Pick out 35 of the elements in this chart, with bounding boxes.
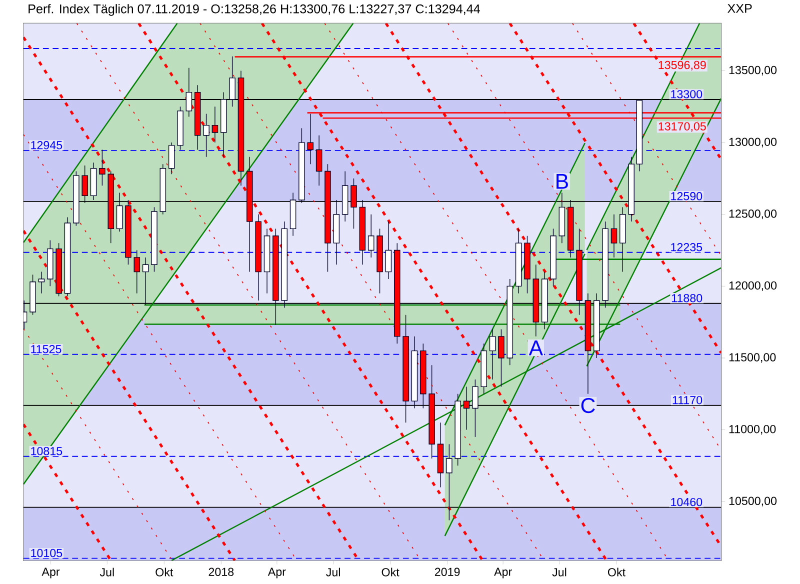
- ref-line-label: 10815: [31, 447, 62, 456]
- x-tick-label: Okt: [382, 568, 400, 576]
- ref-line-label: 12590: [671, 192, 702, 200]
- ref-line-label: 11525: [31, 345, 62, 354]
- y-tick-label: 13500,00: [729, 66, 777, 76]
- annotation: A: [528, 340, 543, 356]
- x-tick-label: Okt: [156, 568, 174, 576]
- x-tick-label: Okt: [608, 568, 626, 576]
- x-tick-label: 2018: [208, 568, 234, 576]
- x-tick-label: Jul: [552, 568, 566, 576]
- ref-line-label: 13300: [671, 90, 702, 98]
- y-tick-label: 11000,00: [729, 425, 776, 435]
- ref-line-label: 11170: [672, 396, 702, 404]
- y-tick-label: 11500,00: [729, 353, 776, 363]
- ref-line-label: 12235: [671, 243, 702, 252]
- y-tick-label: 10500,00: [729, 496, 777, 506]
- text: XXP: [728, 4, 752, 13]
- ref-line-label: 12945: [31, 141, 62, 150]
- x-tick-label: Apr: [268, 568, 286, 578]
- ref-line-label: 10105: [31, 549, 62, 558]
- series-label: 13170,05: [658, 122, 706, 132]
- x-tick-label: Apr: [42, 568, 60, 578]
- ref-line-label: 10460: [671, 498, 702, 506]
- x-tick-label: Jul: [100, 568, 114, 576]
- x-tick-label: Apr: [494, 568, 512, 578]
- ref-line-label: 11880: [672, 294, 702, 302]
- y-tick-label: 12500,00: [729, 210, 777, 220]
- annotation: B: [556, 174, 568, 189]
- y-tick-label: 13000,00: [729, 138, 777, 148]
- series-label: 13596,89: [658, 60, 706, 71]
- annotation: C: [581, 398, 595, 414]
- y-tick-label: 12000,00: [729, 281, 777, 292]
- x-tick-label: Jul: [326, 568, 340, 576]
- chart-title: Perf. Index Täglich 07.11.2019 - O:13258,26 H:13300,76 L:13227,37 C:13294,44: [28, 4, 480, 16]
- x-tick-label: 2019: [434, 568, 460, 576]
